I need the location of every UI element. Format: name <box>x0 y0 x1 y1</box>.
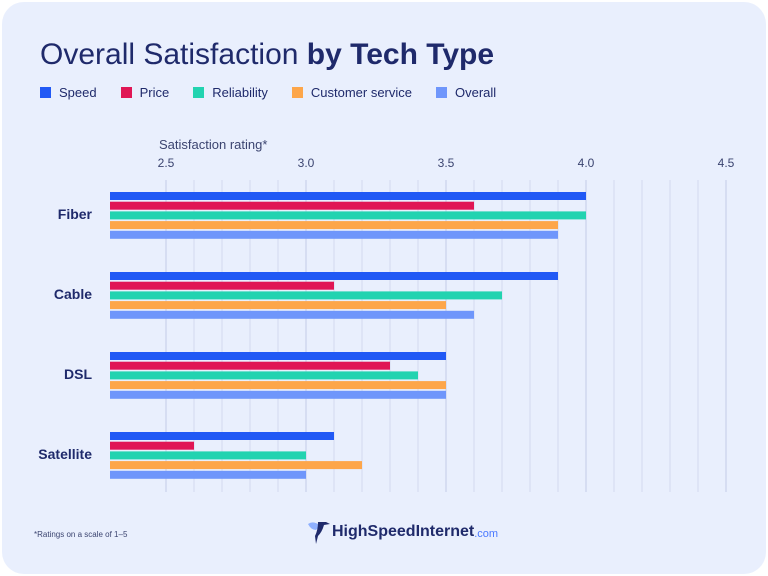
bar-overall <box>110 470 306 479</box>
category-label: Satellite <box>38 446 92 462</box>
bar-customer-service <box>110 461 362 470</box>
legend-swatch <box>40 87 51 98</box>
bar-reliability <box>110 291 502 300</box>
x-tick-label: 3.5 <box>438 156 455 170</box>
legend-item: Speed <box>40 85 97 100</box>
legend-swatch <box>436 87 447 98</box>
x-tick-label: 3.0 <box>298 156 315 170</box>
legend-label: Price <box>139 85 170 100</box>
bar-reliability <box>110 211 586 220</box>
category-label: Fiber <box>58 206 93 222</box>
bar-overall <box>110 310 474 319</box>
legend-swatch <box>120 87 132 98</box>
legend: Speed Price Reliability Customer service Ove… <box>40 85 520 100</box>
category-label: DSL <box>64 366 92 382</box>
x-tick-label: 4.5 <box>718 156 735 170</box>
legend-item: Customer service <box>291 85 412 100</box>
bar-price <box>110 441 194 450</box>
bar-customer-service <box>110 381 446 390</box>
footnote: *Ratings on a scale of 1–5 <box>34 530 128 539</box>
bar-speed <box>110 272 558 280</box>
legend-item: Overall <box>436 85 496 100</box>
x-tick-label: 4.0 <box>578 156 595 170</box>
chart-title: Overall Satisfaction by Tech Type <box>40 38 495 71</box>
x-tick-label: 2.5 <box>158 156 175 170</box>
bar-overall <box>110 230 558 239</box>
legend-item: Reliability <box>193 85 268 100</box>
bar-speed <box>110 192 586 200</box>
legend-swatch <box>193 87 205 98</box>
bar-price <box>110 281 334 290</box>
bar-price <box>110 201 474 210</box>
logo: HighSpeedInternet .com <box>306 518 498 546</box>
bar-overall <box>110 390 446 399</box>
bar-reliability <box>110 371 418 380</box>
bar-speed <box>110 432 334 440</box>
legend-label: Reliability <box>212 85 268 100</box>
bar-speed <box>110 352 446 360</box>
bar-customer-service <box>110 301 446 310</box>
bar-customer-service <box>110 221 558 230</box>
bar-price <box>110 361 390 370</box>
x-axis-title: Satisfaction rating* <box>159 137 268 152</box>
legend-label: Overall <box>455 85 497 100</box>
legend-label: Speed <box>59 85 97 100</box>
hummingbird-icon <box>308 522 330 544</box>
legend-swatch <box>291 87 303 98</box>
legend-item: Price <box>120 85 170 100</box>
bar-reliability <box>110 451 306 460</box>
category-label: Cable <box>54 286 92 302</box>
legend-label: Customer service <box>310 85 412 100</box>
